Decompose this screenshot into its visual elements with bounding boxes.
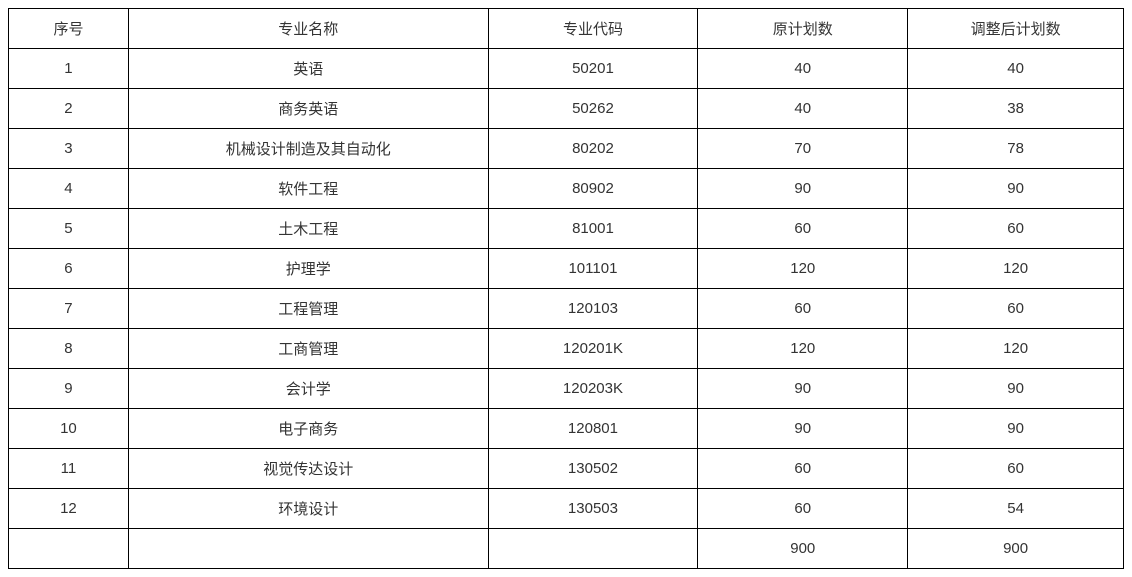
cell-original: 60 [698, 289, 908, 329]
total-cell-adjusted: 900 [908, 529, 1124, 569]
cell-code: 80202 [488, 129, 698, 169]
header-row: 序号 专业名称 专业代码 原计划数 调整后计划数 [9, 9, 1124, 49]
cell-original: 90 [698, 409, 908, 449]
cell-index: 7 [9, 289, 129, 329]
table-row: 9会计学120203K9090 [9, 369, 1124, 409]
header-code: 专业代码 [488, 9, 698, 49]
table-row: 8工商管理120201K120120 [9, 329, 1124, 369]
cell-index: 1 [9, 49, 129, 89]
cell-code: 130503 [488, 489, 698, 529]
header-name: 专业名称 [128, 9, 488, 49]
cell-adjusted: 60 [908, 289, 1124, 329]
cell-index: 11 [9, 449, 129, 489]
total-cell-code [488, 529, 698, 569]
cell-index: 6 [9, 249, 129, 289]
cell-index: 9 [9, 369, 129, 409]
header-original: 原计划数 [698, 9, 908, 49]
cell-original: 60 [698, 449, 908, 489]
cell-code: 101101 [488, 249, 698, 289]
table-row: 6护理学101101120120 [9, 249, 1124, 289]
cell-index: 2 [9, 89, 129, 129]
cell-name: 英语 [128, 49, 488, 89]
cell-name: 商务英语 [128, 89, 488, 129]
cell-code: 80902 [488, 169, 698, 209]
cell-original: 120 [698, 249, 908, 289]
cell-index: 10 [9, 409, 129, 449]
total-cell-index [9, 529, 129, 569]
table-row: 12环境设计1305036054 [9, 489, 1124, 529]
table-body: 1英语5020140402商务英语5026240383机械设计制造及其自动化80… [9, 49, 1124, 569]
table-row: 11视觉传达设计1305026060 [9, 449, 1124, 489]
cell-name: 视觉传达设计 [128, 449, 488, 489]
cell-index: 12 [9, 489, 129, 529]
cell-code: 50262 [488, 89, 698, 129]
major-plan-table: 序号 专业名称 专业代码 原计划数 调整后计划数 1英语5020140402商务… [8, 8, 1124, 569]
table-row: 5土木工程810016060 [9, 209, 1124, 249]
cell-name: 工商管理 [128, 329, 488, 369]
cell-adjusted: 60 [908, 449, 1124, 489]
cell-code: 120201K [488, 329, 698, 369]
table-row: 4软件工程809029090 [9, 169, 1124, 209]
cell-name: 环境设计 [128, 489, 488, 529]
cell-code: 120203K [488, 369, 698, 409]
table-row: 10电子商务1208019090 [9, 409, 1124, 449]
cell-code: 130502 [488, 449, 698, 489]
cell-original: 120 [698, 329, 908, 369]
cell-adjusted: 38 [908, 89, 1124, 129]
cell-code: 50201 [488, 49, 698, 89]
cell-original: 60 [698, 209, 908, 249]
cell-adjusted: 60 [908, 209, 1124, 249]
cell-code: 120801 [488, 409, 698, 449]
cell-adjusted: 90 [908, 369, 1124, 409]
cell-code: 81001 [488, 209, 698, 249]
total-cell-original: 900 [698, 529, 908, 569]
table-row: 2商务英语502624038 [9, 89, 1124, 129]
cell-original: 70 [698, 129, 908, 169]
cell-name: 软件工程 [128, 169, 488, 209]
table-row: 7工程管理1201036060 [9, 289, 1124, 329]
cell-adjusted: 120 [908, 249, 1124, 289]
table-row: 1英语502014040 [9, 49, 1124, 89]
header-index: 序号 [9, 9, 129, 49]
table-header: 序号 专业名称 专业代码 原计划数 调整后计划数 [9, 9, 1124, 49]
cell-name: 电子商务 [128, 409, 488, 449]
cell-adjusted: 78 [908, 129, 1124, 169]
cell-index: 3 [9, 129, 129, 169]
cell-adjusted: 120 [908, 329, 1124, 369]
cell-index: 5 [9, 209, 129, 249]
cell-index: 8 [9, 329, 129, 369]
table-row: 3机械设计制造及其自动化802027078 [9, 129, 1124, 169]
table-total-row: 900900 [9, 529, 1124, 569]
cell-original: 90 [698, 169, 908, 209]
cell-name: 土木工程 [128, 209, 488, 249]
cell-name: 机械设计制造及其自动化 [128, 129, 488, 169]
cell-adjusted: 54 [908, 489, 1124, 529]
cell-adjusted: 90 [908, 169, 1124, 209]
cell-original: 40 [698, 89, 908, 129]
cell-code: 120103 [488, 289, 698, 329]
cell-name: 护理学 [128, 249, 488, 289]
cell-adjusted: 40 [908, 49, 1124, 89]
cell-original: 60 [698, 489, 908, 529]
cell-adjusted: 90 [908, 409, 1124, 449]
cell-original: 90 [698, 369, 908, 409]
header-adjusted: 调整后计划数 [908, 9, 1124, 49]
cell-original: 40 [698, 49, 908, 89]
total-cell-name [128, 529, 488, 569]
cell-name: 工程管理 [128, 289, 488, 329]
cell-index: 4 [9, 169, 129, 209]
cell-name: 会计学 [128, 369, 488, 409]
